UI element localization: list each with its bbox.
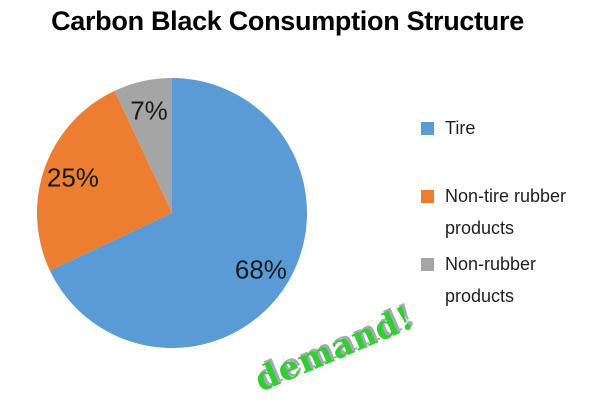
pie-slice-1: [37, 90, 172, 271]
legend-item-tire: Tire: [421, 112, 595, 144]
legend: Tire Non-tire rubber products Non-rubber…: [421, 0, 596, 400]
pie-data-label-1: 25%: [47, 162, 99, 192]
legend-item-non-rubber: Non-rubber products: [421, 248, 595, 312]
legend-label-tire: Tire: [445, 118, 476, 138]
pie-data-label-2: 7%: [130, 95, 168, 125]
legend-label-non-rubber: Non-rubber products: [445, 254, 537, 306]
pie-data-label-0: 68%: [235, 255, 287, 285]
chart-title: Carbon Black Consumption Structure: [51, 6, 524, 36]
legend-item-non-tire-rubber: Non-tire rubber products: [421, 180, 595, 244]
pie-slice-2: [114, 78, 172, 213]
legend-label-non-tire-rubber: Non-tire rubber products: [445, 186, 567, 238]
legend-swatch-non-tire-rubber: [421, 190, 434, 203]
legend-swatch-non-rubber: [421, 258, 434, 271]
pie-slice-0: [49, 78, 308, 348]
legend-swatch-tire: [421, 122, 434, 135]
